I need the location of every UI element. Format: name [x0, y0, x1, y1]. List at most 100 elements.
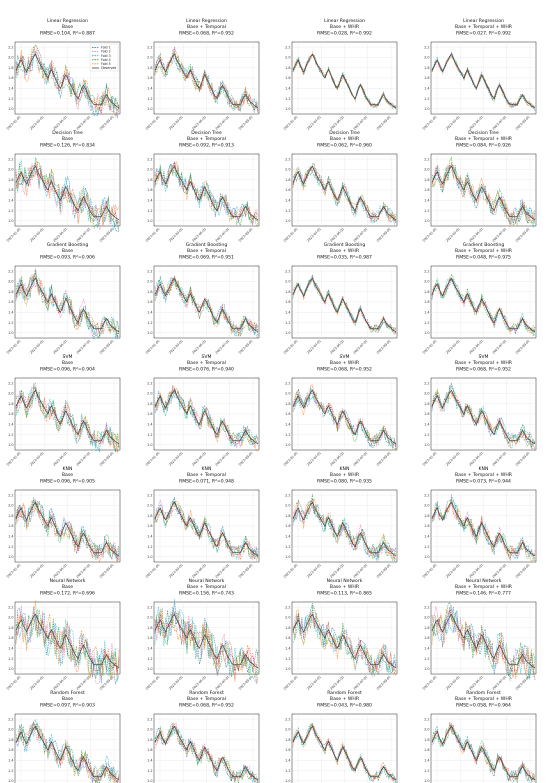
x-tick-label: 2023-09-01: [99, 339, 115, 355]
legend-entry: Fold 5: [101, 62, 111, 66]
y-tick-label: 1.6: [8, 412, 13, 416]
subplot-metric-title: RMSE=0.146, R²=0.777: [456, 590, 511, 596]
x-tick-label: 2023-01-01: [145, 675, 161, 691]
fold-5-line: [292, 497, 397, 562]
observed-line: [431, 277, 536, 333]
y-tick-label: 2.0: [8, 616, 13, 620]
x-tick-label: 2023-01-01: [6, 563, 22, 579]
observed-line: [292, 53, 397, 109]
y-tick-label: 1.0: [285, 779, 290, 783]
subplot-model-title: Neural Network: [189, 578, 225, 584]
x-tick-label: 2023-09-01: [99, 451, 115, 467]
y-tick-label: 1.4: [424, 198, 429, 202]
y-tick-label: 1.6: [147, 188, 152, 192]
observed-line: [154, 165, 259, 221]
fold-5-line: [15, 46, 120, 118]
y-tick-label: 1.8: [285, 738, 290, 742]
prediction-line: [431, 278, 536, 331]
x-tick-label: 2023-01-01: [145, 339, 161, 355]
x-tick-label: 2023-01-01: [6, 451, 22, 467]
y-tick-label: 1.2: [424, 433, 429, 437]
subplot-metric-title: RMSE=0.113, R²=0.865: [317, 590, 372, 596]
subplot-model-title: Decision Tree: [329, 130, 360, 136]
x-tick-label: 2023-01-01: [283, 339, 299, 355]
y-tick-label: 1.4: [147, 758, 152, 762]
y-tick-label: 1.0: [285, 107, 290, 111]
x-tick-label: 2023-05-01: [52, 227, 68, 243]
y-tick-label: 1.0: [285, 331, 290, 335]
legend-entry: Fold 4: [101, 58, 111, 62]
fold-3-line: [431, 387, 536, 449]
y-tick-label: 2.2: [285, 717, 290, 721]
y-tick-label: 1.6: [424, 188, 429, 192]
y-tick-label: 1.8: [285, 402, 290, 406]
y-tick-label: 2.2: [424, 381, 429, 385]
y-tick-label: 2.2: [147, 45, 152, 49]
y-tick-label: 1.0: [147, 555, 152, 559]
y-tick-label: 1.8: [147, 402, 152, 406]
fold-3-line: [15, 500, 120, 559]
y-tick-label: 1.0: [424, 443, 429, 447]
x-tick-label: 2023-07-01: [215, 563, 231, 579]
y-tick-label: 1.8: [8, 514, 13, 518]
observed-line: [292, 725, 397, 781]
observed-line: [431, 725, 536, 781]
x-tick-label: 2023-07-01: [492, 339, 508, 355]
x-tick-label: 2023-05-01: [329, 339, 345, 355]
x-tick-label: 2023-01-01: [283, 115, 299, 131]
fold-5-line: [154, 48, 259, 110]
prediction-line: [15, 389, 120, 447]
fold-1-line: [431, 606, 536, 681]
observed-line: [292, 501, 397, 557]
y-tick-label: 1.0: [8, 443, 13, 447]
y-tick-label: 1.0: [424, 555, 429, 559]
observed-line: [154, 613, 259, 669]
y-tick-label: 1.6: [424, 76, 429, 80]
y-tick-label: 1.0: [285, 219, 290, 223]
y-tick-label: 1.2: [147, 657, 152, 661]
x-tick-label: 2023-09-01: [376, 563, 392, 579]
y-tick-label: 1.4: [285, 198, 290, 202]
x-tick-label: 2023-09-01: [99, 563, 115, 579]
x-tick-label: 2023-05-01: [329, 115, 345, 131]
y-tick-label: 2.2: [424, 157, 429, 161]
y-tick-label: 2.2: [8, 605, 13, 609]
x-tick-label: 2023-03-01: [445, 339, 461, 355]
subplot-model-title: SVM: [339, 354, 349, 360]
subplot-feature-title: Base + WHR: [330, 696, 360, 702]
y-tick-label: 1.6: [285, 412, 290, 416]
x-tick-label: 2023-03-01: [306, 451, 322, 467]
x-tick-label: 2023-05-01: [329, 563, 345, 579]
x-tick-label: 2023-01-01: [6, 227, 22, 243]
y-tick-label: 2.2: [424, 605, 429, 609]
y-tick-label: 1.8: [147, 290, 152, 294]
y-tick-label: 1.4: [147, 86, 152, 90]
y-tick-label: 1.0: [424, 219, 429, 223]
x-tick-label: 2023-09-01: [238, 339, 254, 355]
y-tick-label: 2.0: [8, 168, 13, 172]
y-tick-label: 2.0: [8, 504, 13, 508]
y-tick-label: 2.0: [8, 280, 13, 284]
x-tick-label: 2023-01-01: [422, 451, 438, 467]
y-tick-label: 1.4: [147, 310, 152, 314]
x-tick-label: 2023-01-01: [6, 675, 22, 691]
x-tick-label: 2023-07-01: [76, 563, 92, 579]
y-tick-label: 2.0: [424, 56, 429, 60]
y-tick-label: 2.2: [8, 717, 13, 721]
x-tick-label: 2023-01-01: [422, 115, 438, 131]
y-tick-label: 2.2: [147, 269, 152, 273]
y-tick-label: 1.0: [147, 331, 152, 335]
x-tick-label: 2023-03-01: [29, 115, 45, 131]
subplot-metric-title: RMSE=0.062, R²=0.960: [317, 142, 372, 148]
subplot-model-title: Linear Regression: [324, 18, 365, 24]
y-tick-label: 1.2: [8, 657, 13, 661]
legend-entry: Fold 2: [101, 50, 111, 54]
x-tick-label: 2023-03-01: [445, 563, 461, 579]
